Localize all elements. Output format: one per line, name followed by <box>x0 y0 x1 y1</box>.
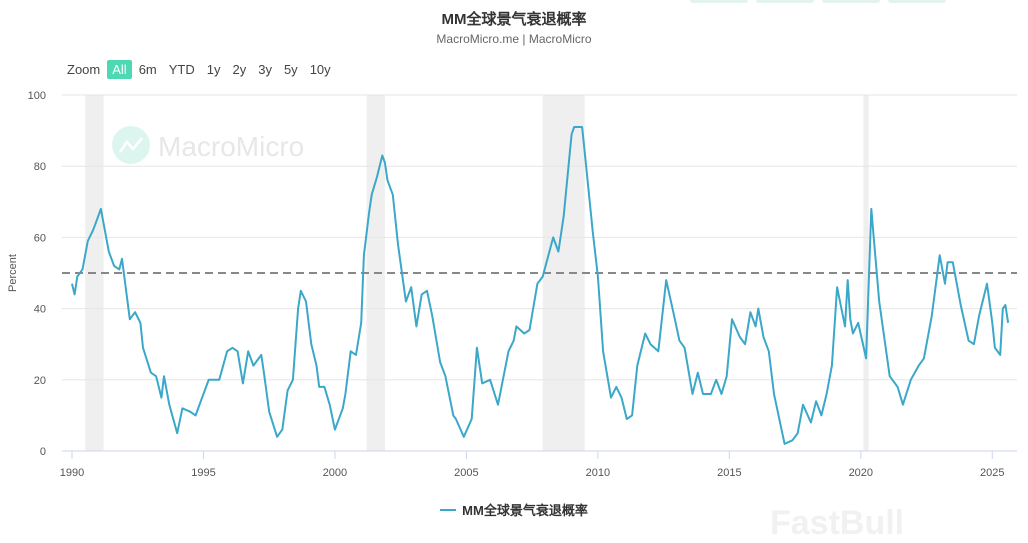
zoom-label: Zoom <box>67 62 101 77</box>
range-button-ytd[interactable]: YTD <box>168 62 195 77</box>
watermark-text: MacroMicro <box>158 131 304 162</box>
chart-title: MM全球景气衰退概率 <box>441 11 587 28</box>
x-tick-label: 2025 <box>980 467 1004 479</box>
legend-entry[interactable]: MM全球景气衰退概率 <box>462 503 588 518</box>
toolbar-button[interactable] <box>756 0 814 3</box>
recession-band <box>863 95 869 451</box>
fastbull-watermark: FastBull <box>770 504 904 542</box>
range-selector: Zoom All 6m YTD 1y 2y 3y 5y 10y <box>62 60 338 79</box>
x-tick-label: 2005 <box>454 467 478 479</box>
range-button-all[interactable]: All <box>107 60 132 79</box>
macromicro-watermark: MacroMicro <box>112 126 304 164</box>
legend[interactable]: MM全球景气衰退概率 <box>0 500 1028 519</box>
x-tick-label: 2020 <box>849 467 873 479</box>
y-tick-label: 80 <box>34 161 46 173</box>
series-line <box>71 126 1010 445</box>
y-tick-label: 20 <box>34 375 46 387</box>
top-toolbar <box>690 0 946 3</box>
toolbar-button[interactable] <box>888 0 946 3</box>
toolbar-button[interactable] <box>822 0 880 3</box>
x-tick-label: 2015 <box>717 467 741 479</box>
x-tick-label: 1990 <box>60 467 84 479</box>
chart-subtitle: MacroMicro.me | MacroMicro <box>436 32 592 46</box>
y-tick-label: 60 <box>34 232 46 244</box>
legend-line-swatch <box>440 508 457 511</box>
x-tick-label: 2000 <box>323 467 347 479</box>
y-tick-label: 40 <box>34 304 46 316</box>
range-button-6m[interactable]: 6m <box>138 62 157 77</box>
macromicro-logo-icon <box>112 126 150 164</box>
range-button-1y[interactable]: 1y <box>206 62 221 77</box>
y-tick-label: 0 <box>40 446 46 458</box>
toolbar-button[interactable] <box>690 0 748 3</box>
x-tick-label: 1995 <box>191 467 215 479</box>
x-tick-label: 2010 <box>586 467 610 479</box>
range-button-3y[interactable]: 3y <box>258 62 272 77</box>
range-button-2y[interactable]: 2y <box>232 62 247 77</box>
y-tick-label: 100 <box>28 90 46 102</box>
y-axis-label: Percent <box>7 254 19 292</box>
range-button-10y[interactable]: 10y <box>309 62 331 77</box>
range-button-5y[interactable]: 5y <box>283 62 298 77</box>
